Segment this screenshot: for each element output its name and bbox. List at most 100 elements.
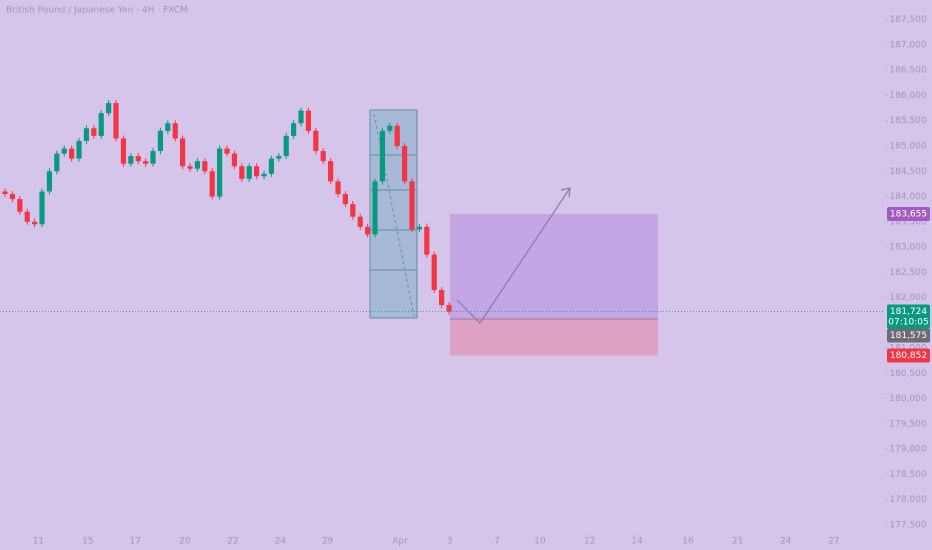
y-tick-label: 183,500: [889, 217, 926, 227]
candle-body: [402, 146, 408, 182]
candle-body: [365, 226, 371, 235]
candle-body: [424, 226, 430, 255]
x-tick-label: Apr: [392, 537, 408, 547]
candle-body: [69, 148, 75, 159]
price-tag: [887, 304, 930, 329]
y-tick-label: 179,000: [889, 445, 926, 455]
candle-body: [313, 130, 319, 152]
candle-body: [320, 151, 326, 162]
candle-body: [194, 161, 201, 169]
candle-body: [165, 123, 171, 131]
x-tick-label: 20: [179, 537, 191, 547]
candle-body: [231, 153, 238, 167]
candle-body: [209, 171, 215, 197]
price-tag-label: 183,655: [890, 209, 927, 219]
x-tick-label: 21: [732, 537, 743, 547]
candle-body: [276, 156, 282, 159]
projection-arrow: [456, 187, 571, 324]
x-tick-label: 24: [275, 537, 287, 547]
candle-body: [143, 161, 149, 164]
y-tick-label: 182,500: [889, 268, 926, 278]
y-tick-label: 187,500: [889, 15, 926, 25]
candle-body: [39, 191, 45, 225]
candle-body: [254, 166, 260, 177]
candle-body: [187, 166, 193, 169]
x-tick-label: 3: [447, 537, 453, 547]
price-tag: [887, 206, 930, 221]
candle-body: [135, 156, 141, 162]
x-tick-label: 11: [33, 537, 44, 547]
position-box: [450, 213, 658, 356]
candle-body: [335, 181, 341, 194]
candle-body: [268, 158, 275, 174]
x-tick-label: 22: [227, 537, 238, 547]
x-tick-label: 29: [322, 537, 334, 547]
candle-body: [76, 140, 82, 159]
candle-body: [291, 123, 297, 136]
chart-title: British Pound / Japanese Yen · 4H · FXCM: [6, 6, 188, 16]
y-tick-label: 178,000: [889, 495, 926, 505]
y-tick-label: 184,000: [889, 192, 926, 202]
candle-body: [439, 289, 445, 306]
candle-body: [431, 254, 437, 290]
x-tick-label: 15: [82, 537, 93, 547]
candle-body: [46, 171, 53, 192]
candle-body: [409, 181, 415, 230]
x-tick-label: 27: [828, 537, 839, 547]
candle-body: [32, 221, 38, 225]
x-tick-label: 16: [682, 537, 694, 547]
y-tick-label: 186,000: [889, 91, 926, 101]
candle-body: [9, 193, 16, 200]
countdown: 07:10:05: [888, 318, 928, 328]
candle-body: [305, 110, 312, 131]
candle-body: [239, 166, 245, 179]
x-tick-label: 17: [130, 537, 141, 547]
y-tick-label: 187,000: [889, 40, 926, 50]
candle-body: [83, 128, 90, 141]
candle-body: [54, 153, 60, 172]
y-tick-label: 185,000: [889, 142, 926, 152]
target-zone: [450, 213, 658, 320]
candle-body: [128, 156, 134, 164]
candle-body: [342, 193, 349, 205]
candle-body: [416, 226, 423, 230]
candle-body: [106, 103, 112, 114]
x-tick-label: 12: [584, 537, 595, 547]
candle-body: [150, 151, 156, 164]
candle-body: [24, 211, 30, 222]
stop-zone: [450, 319, 658, 356]
y-tick-label: 179,500: [889, 419, 926, 429]
x-tick-label: 10: [534, 537, 546, 547]
y-tick-label: 177,500: [889, 520, 926, 530]
candle-body: [379, 130, 386, 182]
price-tag-label: 181,575: [890, 331, 927, 341]
x-tick-label: 24: [780, 537, 792, 547]
candle-body: [17, 199, 23, 212]
candle-body: [298, 110, 304, 124]
candle-body: [328, 161, 334, 182]
candle-body: [2, 191, 8, 194]
candle-body: [120, 138, 127, 164]
y-tick-label: 180,500: [889, 369, 926, 379]
y-tick-label: 182,000: [889, 293, 926, 303]
candle-body: [172, 123, 178, 139]
plot: [2, 100, 452, 315]
x-tick-label: 7: [494, 537, 500, 547]
x-tick-label: 14: [631, 537, 643, 547]
candle-body: [61, 148, 67, 154]
candle-body: [350, 204, 356, 217]
candle-body: [224, 148, 230, 154]
y-tick-label: 185,500: [889, 116, 926, 126]
candle-body: [157, 130, 164, 152]
y-tick-label: 180,000: [889, 394, 926, 404]
candle-body: [446, 305, 452, 312]
candle-body: [98, 113, 104, 136]
candle-body: [372, 181, 378, 235]
date-range-box: [369, 109, 418, 319]
candle-body: [261, 173, 267, 177]
candle-body: [113, 103, 119, 139]
y-tick-label: 184,500: [889, 167, 926, 177]
y-tick-label: 186,500: [889, 66, 926, 76]
